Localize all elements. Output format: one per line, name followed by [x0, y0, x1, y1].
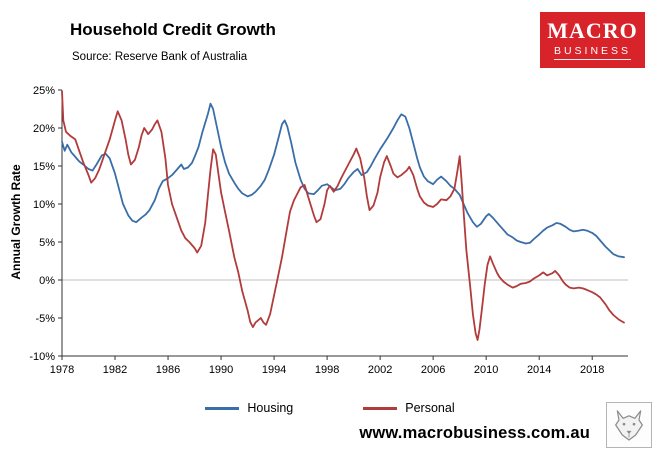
svg-text:1978: 1978 [50, 364, 74, 376]
housing-legend-label: Housing [247, 401, 294, 415]
svg-text:1982: 1982 [103, 364, 127, 376]
svg-text:1994: 1994 [262, 364, 286, 376]
svg-text:2002: 2002 [368, 364, 392, 376]
svg-text:2018: 2018 [580, 364, 604, 376]
website-text: www.macrobusiness.com.au [359, 424, 590, 442]
svg-text:15%: 15% [33, 161, 55, 173]
chart-legend: Housing Personal [0, 398, 660, 418]
svg-text:1998: 1998 [315, 364, 339, 376]
housing-line-swatch [205, 406, 240, 410]
svg-text:2014: 2014 [527, 364, 551, 376]
svg-text:20%: 20% [33, 123, 55, 135]
personal-line-swatch [363, 406, 398, 410]
svg-text:5%: 5% [39, 237, 55, 249]
svg-text:2010: 2010 [474, 364, 498, 376]
legend-item-personal: Personal [363, 401, 455, 415]
wolf-logo-icon [606, 402, 652, 448]
wolf-drawing [615, 410, 643, 441]
logo-text-macro: MACRO [547, 18, 638, 43]
personal-legend-label: Personal [405, 401, 455, 415]
chart-subtitle: Source: Reserve Bank of Australia [72, 51, 248, 63]
legend-item-housing: Housing [205, 401, 293, 415]
logo-text-business: BUSINESS [553, 45, 632, 60]
svg-text:1986: 1986 [156, 364, 180, 376]
chart-plot: -10% -5% 0% 5% 10% 15% 20% 25% 1978 1982 1986 1990 1… [29, 85, 628, 376]
svg-text:25%: 25% [33, 85, 55, 97]
svg-text:2006: 2006 [421, 364, 445, 376]
svg-text:10%: 10% [33, 199, 55, 211]
svg-text:1990: 1990 [209, 364, 233, 376]
svg-text:0%: 0% [39, 275, 55, 287]
svg-text:-5%: -5% [35, 313, 55, 325]
svg-text:-10%: -10% [29, 351, 55, 363]
macrobusiness-logo: MACRO BUSINESS [540, 12, 645, 68]
chart-title: Household Credit Growth [70, 20, 276, 39]
